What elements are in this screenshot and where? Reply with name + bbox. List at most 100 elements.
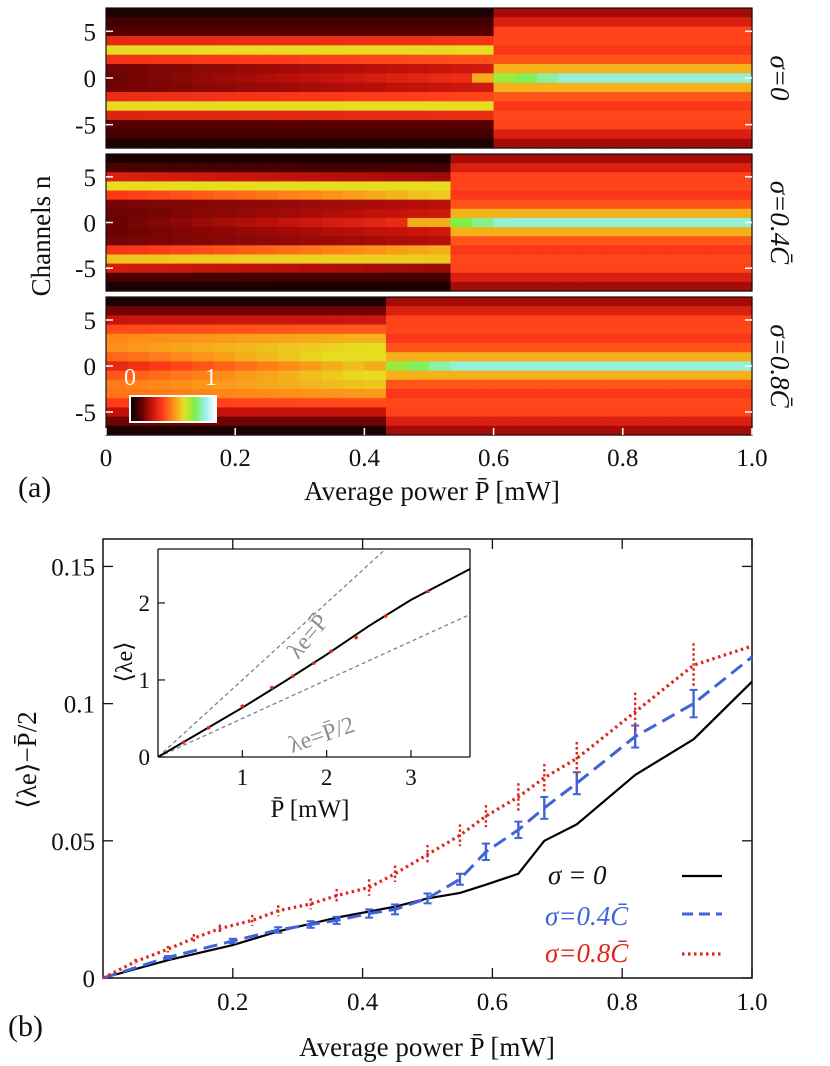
heatmap-cell	[622, 154, 645, 164]
heatmap-cell	[665, 8, 688, 18]
heatmap-cell	[579, 26, 602, 37]
heatmap-cell	[364, 92, 387, 102]
heatmap-cell	[385, 163, 409, 173]
heatmap-cell	[364, 245, 387, 256]
heatmap-cell	[493, 26, 516, 37]
heatmap-cell	[601, 110, 624, 121]
heatmap-cell	[579, 120, 602, 130]
heatmap-cell	[730, 73, 753, 84]
heatmap-cell	[450, 272, 473, 283]
heatmap-cell	[127, 92, 150, 102]
heatmap-cell	[730, 254, 753, 265]
heatmap-x-tick-label: 0	[100, 445, 113, 472]
heatmap-cell	[170, 306, 193, 316]
heatmap-cell	[106, 199, 129, 210]
heatmap-cell	[170, 272, 193, 283]
heatmap-cell	[472, 208, 495, 219]
heatmap-cell	[536, 154, 559, 164]
heatmap-cell	[385, 263, 409, 274]
heatmap-cell	[213, 407, 236, 418]
heatmap-cell	[364, 333, 387, 344]
heatmap-cell	[256, 236, 279, 246]
heatmap-cell	[278, 208, 301, 219]
heatmap-cell	[472, 163, 495, 173]
heatmap-cell	[342, 398, 365, 408]
heatmap-cell	[622, 8, 645, 18]
heatmap-x-tick-label: 0.8	[607, 445, 638, 472]
heatmap-cell	[558, 398, 581, 408]
heatmap-cell	[299, 199, 322, 210]
heatmap-cell	[687, 236, 710, 246]
heatmap-cell	[149, 306, 172, 316]
heatmap-cell	[170, 138, 193, 149]
heatmap-cell	[342, 370, 365, 381]
heatmap-cell	[708, 101, 732, 112]
heatmap-cell	[472, 407, 495, 418]
heatmap-cell	[213, 352, 236, 362]
heatmap-cell	[342, 281, 365, 292]
line-plot-x-tick-label: 0.4	[347, 989, 379, 1016]
heatmap-cell	[342, 379, 365, 390]
heatmap-cell	[278, 82, 301, 93]
heatmap-cell	[192, 236, 215, 246]
heatmap-cell	[472, 389, 495, 399]
heatmap-cell	[665, 120, 688, 130]
heatmap-cell	[536, 82, 559, 93]
heatmap-cell	[170, 36, 193, 46]
heatmap-cell	[106, 389, 129, 399]
heatmap-cell	[644, 297, 667, 307]
heatmap-y-tick-label: 0	[84, 66, 97, 93]
heatmap-cell	[622, 101, 645, 112]
heatmap-cell	[385, 370, 409, 381]
heatmap-cell	[278, 138, 301, 149]
heatmap-cell	[536, 281, 559, 292]
heatmap-y-tick-label: 0	[84, 354, 97, 381]
heatmap-cell	[429, 245, 452, 256]
heatmap-cell	[321, 407, 344, 418]
heatmap-cell	[429, 254, 452, 265]
heatmap-cell	[170, 163, 193, 173]
heatmap-cell	[558, 263, 581, 274]
heatmap-cell	[687, 297, 710, 307]
heatmap-cell	[450, 54, 473, 65]
heatmap-cell	[149, 181, 172, 192]
heatmap-cell	[321, 389, 344, 399]
heatmap-cell	[429, 138, 452, 149]
heatmap-cell	[299, 8, 322, 18]
heatmap-cell	[127, 172, 150, 182]
heatmap-cell	[213, 26, 236, 37]
heatmap-cell	[364, 236, 387, 246]
heatmap-cell	[665, 163, 688, 173]
heatmap-cell	[558, 245, 581, 256]
heatmap-cell	[493, 73, 516, 84]
heatmap-cell	[235, 379, 258, 390]
heatmap-cell	[235, 199, 258, 210]
heatmap-cell	[170, 315, 193, 326]
heatmap-cell	[170, 8, 193, 18]
heatmap-cell	[665, 101, 688, 112]
heatmap-cell	[622, 315, 645, 326]
inset-x-axis-label: P̄ [mW]	[271, 796, 350, 823]
heatmap-panel-label: σ=0.8C̄	[765, 324, 795, 408]
heatmap-cell	[622, 254, 645, 265]
heatmap-cell	[708, 208, 732, 219]
heatmap-cell	[149, 26, 172, 37]
heatmap-cell	[708, 343, 732, 353]
heatmap-cell	[278, 64, 301, 74]
heatmap-cell	[730, 217, 753, 228]
inset-data-point	[383, 614, 388, 618]
heatmap-cell	[235, 306, 258, 316]
heatmap-cell	[342, 333, 365, 344]
heatmap-cell	[429, 101, 452, 112]
heatmap-cell	[127, 64, 150, 74]
heatmap-cell	[364, 416, 387, 427]
heatmap-cell	[192, 110, 215, 121]
heatmap-cell	[493, 120, 516, 130]
heatmap-cell	[450, 45, 473, 56]
heatmap-cell	[622, 245, 645, 256]
heatmap-cell	[515, 361, 538, 372]
heatmap-cell	[601, 82, 624, 93]
heatmap-cell	[644, 64, 667, 74]
heatmap-cell	[385, 82, 409, 93]
